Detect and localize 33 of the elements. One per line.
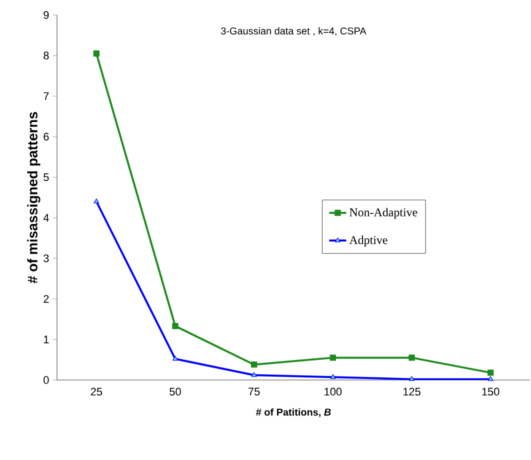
point xyxy=(172,322,178,330)
legend-label: Non-Adaptive xyxy=(350,208,418,219)
point xyxy=(93,50,100,57)
text: 3-Gaussian data set , k=4, CSPA xyxy=(221,27,366,36)
point xyxy=(488,376,494,381)
y-tick-label: 4 xyxy=(43,214,49,222)
y-tick-label: 3 xyxy=(44,254,49,262)
x-axis-title: # of Patitions, B xyxy=(256,408,331,418)
point xyxy=(408,354,415,361)
y-tick-label: 1 xyxy=(44,336,49,344)
point xyxy=(330,354,336,361)
point xyxy=(172,356,178,361)
point xyxy=(250,361,258,368)
x-tick-label: 75 xyxy=(248,388,260,396)
y-axis-title: # of misassigned patterns xyxy=(27,112,40,284)
point xyxy=(487,370,494,376)
x-tick-label: 100 xyxy=(324,388,342,396)
y-tick-label: 8 xyxy=(44,52,49,60)
y-tick-label: 7 xyxy=(44,92,49,100)
y-tick-label: 6 xyxy=(44,132,49,141)
legend-label: Adptive xyxy=(349,236,388,247)
x-tick-label: 150 xyxy=(482,388,500,396)
point xyxy=(330,374,336,379)
point xyxy=(409,376,414,381)
y-tick-label: 5 xyxy=(44,173,49,182)
x-tick-label: 50 xyxy=(170,388,181,396)
x-tick-label: 25 xyxy=(90,388,102,396)
y-tick-label: 2 xyxy=(44,295,49,303)
y-tick-label: 0 xyxy=(44,376,49,384)
x-tick-label: 125 xyxy=(403,388,420,396)
point xyxy=(94,198,100,204)
y-tick-label: 9 xyxy=(44,11,49,19)
point xyxy=(251,372,257,377)
